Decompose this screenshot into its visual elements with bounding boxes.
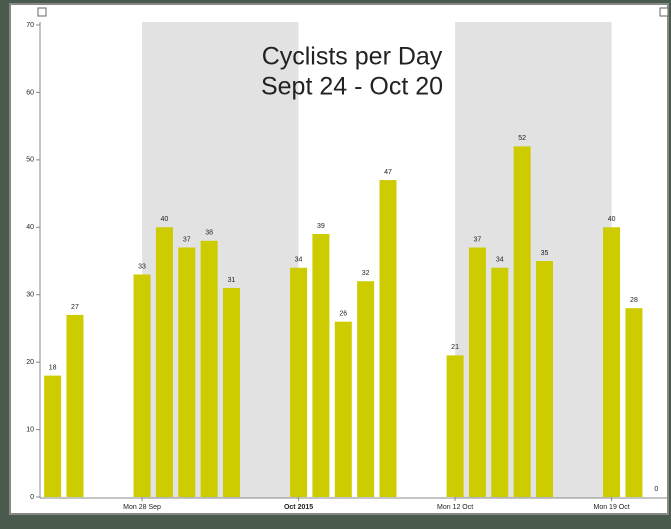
value-label: 40	[161, 216, 169, 223]
panel-icon[interactable]	[660, 8, 668, 16]
bar	[290, 268, 307, 497]
value-label: 35	[541, 250, 549, 257]
bar	[201, 241, 218, 497]
bar	[223, 288, 240, 497]
value-label: 37	[183, 236, 191, 243]
chart-title: Cyclists per Day	[262, 43, 443, 71]
value-label: 34	[295, 257, 303, 264]
y-tick-label: 20	[26, 359, 34, 366]
bar	[625, 308, 642, 497]
bar	[44, 376, 61, 497]
bar	[536, 261, 553, 497]
value-label: 38	[205, 230, 213, 237]
x-tick-label: Mon 12 Oct	[437, 504, 473, 511]
y-tick-label: 30	[26, 292, 34, 299]
value-label: 33	[138, 263, 146, 270]
value-label: 28	[630, 297, 638, 304]
bar	[357, 281, 374, 497]
value-label: 52	[518, 135, 526, 142]
y-tick-label: 0	[30, 494, 34, 501]
value-label: 0	[654, 486, 658, 493]
bar	[156, 227, 173, 497]
bar	[514, 146, 531, 497]
chart: Cyclists per Day Sept 24 - Oct 20 0 10 20 3…	[0, 0, 671, 529]
value-label: 39	[317, 223, 325, 230]
value-label: 18	[49, 364, 57, 371]
y-tick-label: 50	[26, 157, 34, 164]
value-label: 37	[474, 236, 482, 243]
y-tick-label: 70	[26, 22, 34, 29]
bar	[335, 322, 352, 497]
value-label: 47	[384, 169, 392, 176]
bar	[380, 180, 397, 497]
bar	[469, 248, 486, 497]
value-label: 40	[608, 216, 616, 223]
panel-icon[interactable]	[38, 8, 46, 16]
x-tick-label: Oct 2015	[284, 504, 313, 511]
bar	[134, 274, 151, 497]
bar	[66, 315, 83, 497]
value-label: 34	[496, 257, 504, 264]
bar	[603, 227, 620, 497]
page: {"chart_data": {"type": "bar", "title": …	[0, 0, 671, 529]
y-tick-label: 40	[26, 224, 34, 231]
bar	[178, 248, 195, 497]
value-label: 21	[451, 344, 459, 351]
chart-subtitle: Sept 24 - Oct 20	[261, 73, 443, 101]
y-tick-label: 60	[26, 89, 34, 96]
x-tick-label: Mon 28 Sep	[123, 504, 161, 511]
value-label: 26	[339, 311, 347, 318]
x-tick-label: Mon 19 Oct	[594, 504, 630, 511]
value-label: 32	[362, 270, 370, 277]
bar	[491, 268, 508, 497]
value-label: 31	[228, 277, 236, 284]
value-label: 27	[71, 304, 79, 311]
bar	[312, 234, 329, 497]
bar	[447, 355, 464, 497]
y-tick-label: 10	[26, 426, 34, 433]
